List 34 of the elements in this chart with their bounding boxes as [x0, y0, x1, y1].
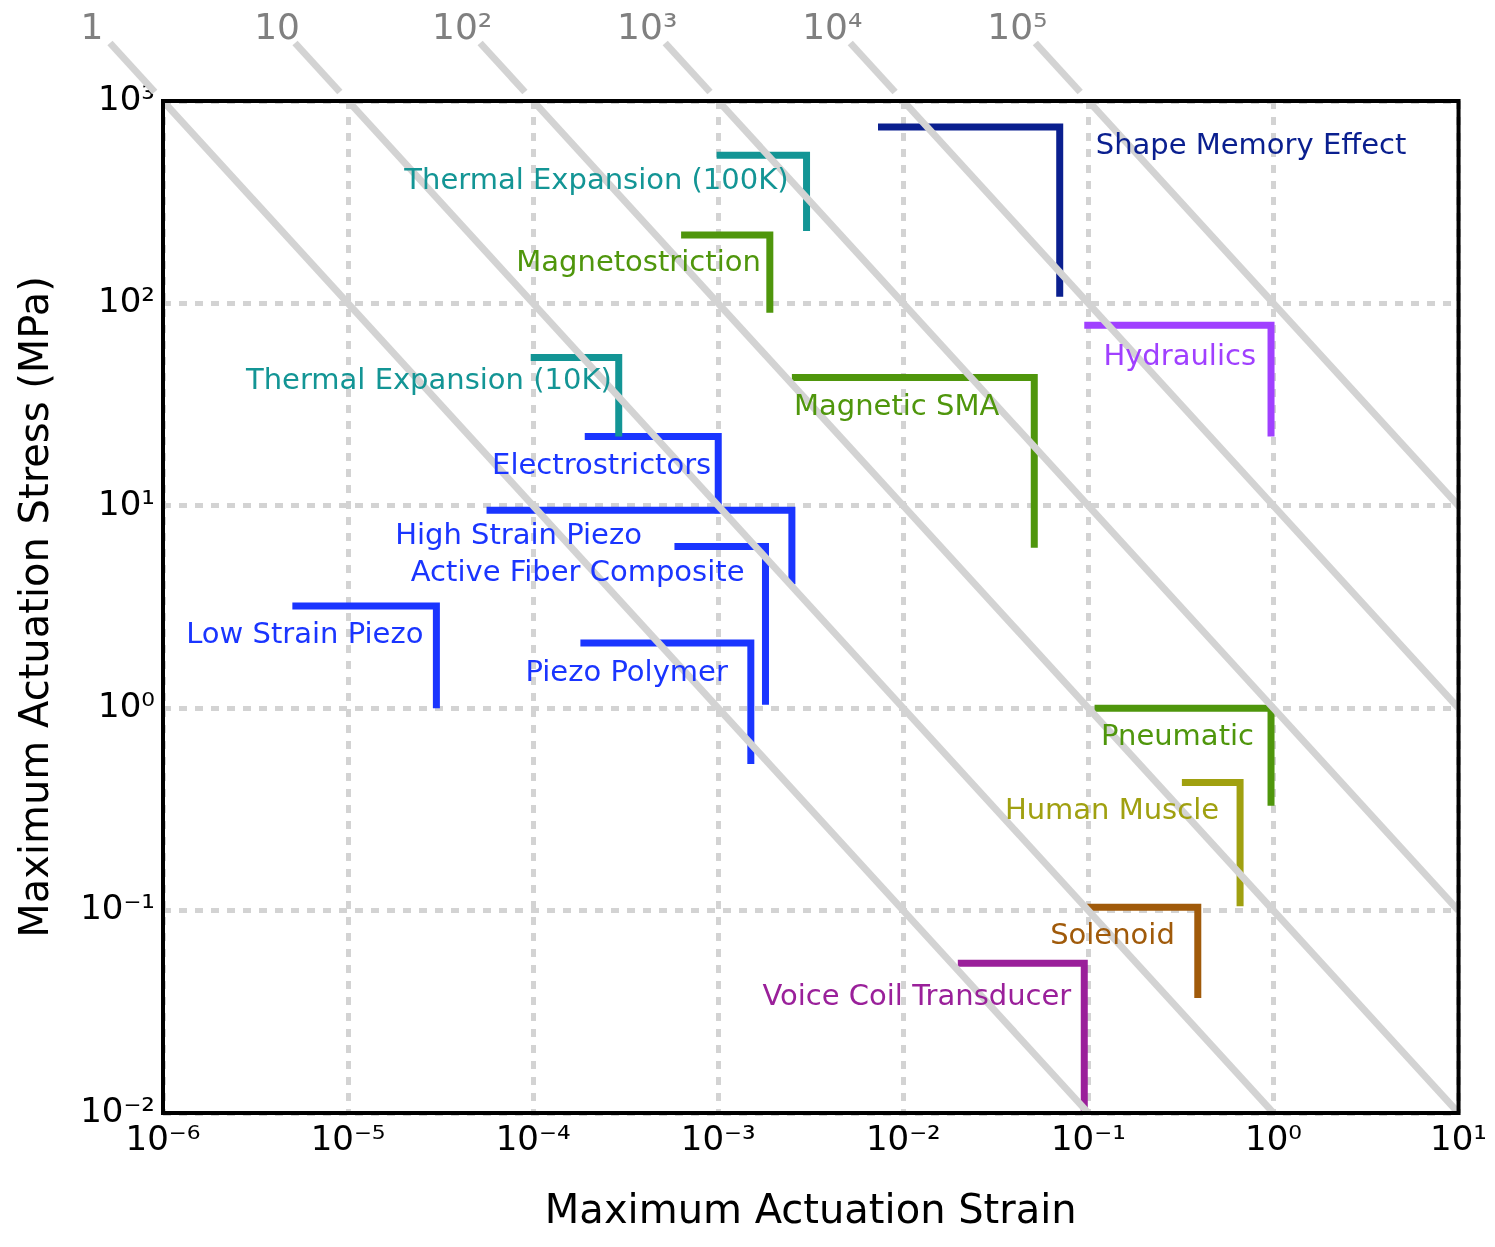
- series-label: Active Fiber Composite: [410, 553, 745, 588]
- x-tick-label: 10⁻²: [865, 1118, 941, 1159]
- series-label: 10⁴: [802, 6, 863, 47]
- series-label: Voice Coil Transducer: [762, 977, 1072, 1012]
- y-tick-label: 10⁻¹: [80, 887, 155, 928]
- text: 10: [254, 6, 300, 47]
- series-label: Thermal Expansion (100K): [403, 161, 789, 196]
- series-label: Hydraulics: [1103, 337, 1257, 372]
- x-axis-title: Maximum Actuation Strain: [544, 1186, 1077, 1233]
- series-label: Magnetic SMA: [793, 388, 1000, 423]
- series-label: Electrostrictors: [492, 447, 712, 482]
- x-tick-label: 10⁰: [1245, 1118, 1302, 1159]
- series-label: 10³: [617, 6, 678, 47]
- y-tick-label: 10²: [98, 280, 155, 321]
- x-tick-label: 10⁻⁴: [495, 1118, 571, 1159]
- text: 1: [80, 6, 104, 47]
- series-label: 10⁵: [987, 6, 1048, 47]
- x-tick-label: 10⁻¹: [1050, 1118, 1126, 1159]
- x-tick-label: 10⁻⁵: [310, 1118, 386, 1159]
- y-tick-label: 10¹: [98, 482, 155, 523]
- series-label: 10²: [432, 6, 493, 47]
- x-tick-label: 10¹: [1430, 1118, 1488, 1159]
- series-label: Piezo Polymer: [525, 653, 728, 688]
- x-tick-label: 10⁻³: [680, 1118, 756, 1159]
- series-label: Pneumatic: [1101, 717, 1255, 752]
- series-label: Low Strain Piezo: [186, 616, 424, 651]
- series-label: Shape Memory Effect: [1095, 127, 1407, 162]
- series-label: High Strain Piezo: [395, 516, 642, 551]
- series-label: Thermal Expansion (10K): [244, 362, 612, 397]
- series-label: Human Muscle: [1004, 791, 1220, 826]
- y-axis-title: Maximum Actuation Stress (MPa): [11, 276, 58, 938]
- y-tick-label: 10⁰: [98, 685, 155, 726]
- series-label: Solenoid: [1050, 916, 1175, 951]
- series-label: Magnetostriction: [516, 244, 761, 279]
